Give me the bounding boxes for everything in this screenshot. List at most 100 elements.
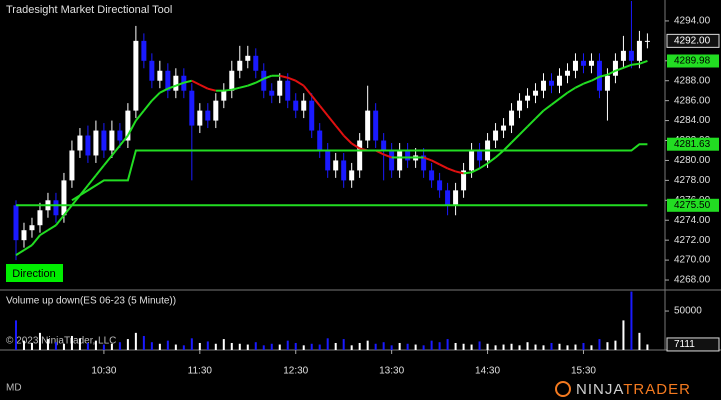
volume-bar	[182, 345, 185, 350]
x-tick-label: 11:30	[188, 366, 213, 377]
ma-segment	[119, 134, 129, 147]
candle-body	[389, 150, 395, 171]
mode-label: MD	[6, 383, 22, 394]
volume-bar	[398, 342, 401, 350]
ma-segment	[310, 95, 321, 107]
ma-segment	[127, 120, 137, 137]
candle-body	[365, 110, 371, 141]
y-tick-label: 4284.00	[674, 115, 711, 126]
volume-bar	[326, 338, 329, 350]
candle-body	[437, 180, 443, 191]
candle-body	[620, 50, 626, 61]
candle-body	[493, 130, 499, 141]
ma-segment	[326, 114, 337, 127]
candle-body	[612, 60, 618, 76]
ma-segment	[287, 76, 297, 82]
volume-bar	[174, 344, 177, 350]
volume-bar	[590, 345, 593, 350]
volume-bar	[334, 342, 337, 350]
x-tick-label: 15:30	[571, 366, 596, 377]
candle-body	[604, 75, 610, 91]
volume-bar	[542, 345, 545, 350]
level-line	[71, 143, 648, 202]
volume-bar	[78, 338, 81, 350]
ma-segment	[383, 153, 392, 159]
candle-body	[309, 100, 315, 131]
logo-part: NINJA	[576, 381, 623, 398]
ma-segment	[167, 84, 177, 90]
volume-bar	[406, 343, 409, 350]
ma-segment	[591, 75, 600, 82]
x-tick-label: 13:30	[379, 366, 404, 377]
ma-segment	[542, 103, 553, 112]
candle-body	[357, 140, 363, 171]
x-tick-label: 10:30	[91, 366, 116, 377]
ma-segment	[615, 66, 624, 72]
volume-bar	[478, 341, 481, 350]
volume-bar	[550, 342, 553, 350]
logo-part: TRADER	[623, 381, 691, 398]
ma-segment	[15, 249, 25, 256]
y-tick-label: 4268.00	[674, 275, 711, 286]
ma-segment	[631, 62, 640, 66]
ma-segment	[183, 79, 193, 84]
volume-bar	[606, 342, 609, 350]
volume-bar	[510, 343, 513, 350]
ma-segment	[159, 87, 169, 94]
candle-body	[477, 150, 483, 161]
ma-segment	[135, 109, 145, 122]
volume-bar	[342, 339, 345, 350]
ma-segment	[431, 159, 441, 166]
ma-segment	[575, 82, 584, 89]
candle-body	[213, 100, 219, 121]
volume-bar	[126, 339, 129, 350]
price-marker-label: 4281.63	[674, 139, 711, 150]
ma-segment	[103, 154, 113, 167]
candle-body	[341, 160, 347, 181]
last-volume-label: 7111	[674, 339, 695, 350]
volume-bar	[374, 343, 377, 350]
ma-segment	[295, 79, 305, 87]
candle-body	[572, 60, 578, 71]
volume-bar	[422, 345, 425, 350]
candle-body	[325, 150, 331, 171]
volume-bar	[438, 342, 441, 350]
candle-body	[165, 70, 171, 91]
logo-icon	[555, 381, 571, 397]
volume-bar	[526, 342, 529, 350]
ma-segment	[486, 156, 497, 165]
candle-body	[397, 150, 403, 171]
volume-bar	[38, 332, 41, 350]
ma-segment	[255, 77, 265, 84]
candle-body	[13, 205, 19, 241]
direction-label: Direction	[12, 268, 55, 280]
volume-bar	[46, 339, 49, 350]
candle-body	[469, 150, 475, 171]
ma-segment	[23, 244, 33, 251]
volume-bar	[254, 342, 257, 350]
volume-bar	[502, 344, 505, 350]
volume-bar	[150, 342, 153, 350]
volume-bar	[614, 340, 617, 350]
volume-bar	[222, 339, 225, 350]
ma-segment	[55, 214, 65, 226]
volume-bar	[134, 332, 137, 350]
ma-segment	[87, 174, 97, 186]
candle-body	[373, 110, 379, 141]
volume-bar	[350, 345, 353, 350]
volume-bar	[638, 332, 641, 350]
ma-segment	[342, 134, 353, 145]
volume-bar	[558, 343, 561, 350]
ma-segment	[623, 63, 632, 69]
y-tick-label: 4270.00	[674, 255, 711, 266]
price-marker	[667, 54, 719, 68]
y-tick-label: 4288.00	[674, 75, 711, 86]
candle-body	[541, 80, 547, 91]
volume-bar	[158, 343, 161, 350]
ma-segment	[279, 74, 288, 79]
ma-segment	[510, 133, 521, 144]
candle-body	[77, 135, 83, 151]
logo: NINJATRADER	[576, 381, 691, 398]
ma-segment	[502, 141, 513, 152]
